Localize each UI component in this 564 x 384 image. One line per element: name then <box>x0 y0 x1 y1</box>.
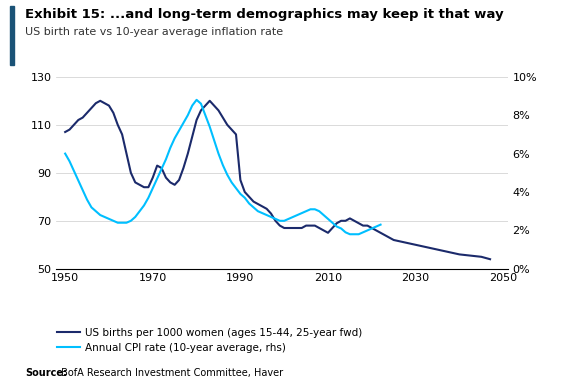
Text: Source:: Source: <box>25 368 67 378</box>
Text: BofA Research Investment Committee, Haver: BofA Research Investment Committee, Have… <box>58 368 283 378</box>
Text: Exhibit 15: ...and long-term demographics may keep it that way: Exhibit 15: ...and long-term demographic… <box>25 8 504 21</box>
Text: US birth rate vs 10-year average inflation rate: US birth rate vs 10-year average inflati… <box>25 27 284 37</box>
Legend: US births per 1000 women (ages 15-44, 25-year fwd), Annual CPI rate (10-year ave: US births per 1000 women (ages 15-44, 25… <box>57 328 363 353</box>
